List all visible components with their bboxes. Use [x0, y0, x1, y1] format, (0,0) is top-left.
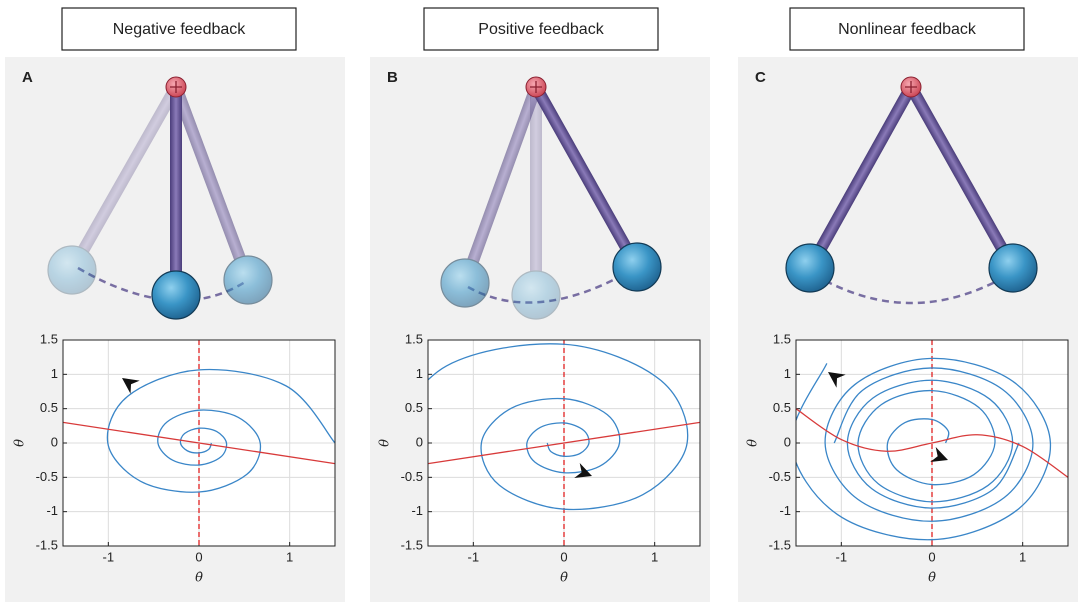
- pendulum-bob: [440, 258, 490, 308]
- pendulum-rod: [170, 84, 254, 283]
- x-tick-label: -1: [468, 549, 480, 564]
- y-tick-label: -0.5: [401, 469, 423, 484]
- pendulum-rod: [66, 84, 182, 273]
- y-tick-label: 1: [416, 366, 423, 381]
- x-tick-label: -1: [103, 549, 115, 564]
- y-tick-label: 1: [784, 366, 791, 381]
- x-axis-label: θ̇: [560, 571, 568, 586]
- y-tick-label: 1.5: [405, 331, 423, 346]
- y-tick-label: -0.5: [36, 469, 58, 484]
- pendulum-rod: [530, 84, 643, 270]
- pendulum-bob: [988, 243, 1038, 293]
- x-axis-label: θ̇: [195, 571, 203, 586]
- y-tick-label: 0: [51, 434, 58, 449]
- direction-arrow: [828, 372, 846, 388]
- y-axis-label: θ: [13, 439, 28, 447]
- trajectory: [796, 408, 1068, 478]
- pivot-cross: [530, 81, 542, 93]
- pivot-cross: [170, 81, 182, 93]
- panel-title: Positive feedback: [478, 21, 604, 38]
- plot-frame: [795, 339, 1069, 547]
- pendulum-rod: [459, 84, 542, 286]
- y-tick-label: -0.5: [769, 469, 791, 484]
- y-tick-label: -1.5: [401, 537, 423, 552]
- x-tick-label: 1: [1019, 549, 1026, 564]
- x-tick-label: 0: [928, 549, 935, 564]
- y-axis-label: θ: [378, 439, 393, 447]
- swing-arc: [814, 273, 1009, 305]
- x-tick-label: 0: [195, 549, 202, 564]
- y-tick-label: 0.5: [773, 400, 791, 415]
- pendulum: [511, 87, 561, 320]
- x-tick-label: 0: [560, 549, 567, 564]
- y-tick-label: 0.5: [40, 400, 58, 415]
- header-box: [61, 7, 297, 51]
- plot-marks: [63, 340, 335, 546]
- y-tick-label: 1: [51, 366, 58, 381]
- pendulum-bob: [612, 242, 662, 292]
- y-tick-label: -1: [779, 503, 791, 518]
- x-tick-label: -1: [836, 549, 848, 564]
- y-tick-label: -1.5: [769, 537, 791, 552]
- x-tick-label: 1: [286, 549, 293, 564]
- panel-title: Nonlinear feedback: [838, 21, 977, 38]
- pendulum: [47, 84, 182, 295]
- panel-label: A: [22, 69, 33, 86]
- panel-title: Negative feedback: [113, 21, 247, 38]
- pendulum: [530, 84, 662, 292]
- plot-marks: [796, 340, 1068, 546]
- pendulum-bob: [47, 245, 97, 295]
- pendulum: [785, 84, 917, 293]
- plot-frame: [62, 339, 336, 547]
- direction-arrow: [122, 378, 140, 394]
- pendulum-bob: [223, 255, 273, 305]
- trajectory: [846, 379, 1020, 509]
- trajectory: [428, 343, 689, 511]
- plot-marks: [428, 340, 700, 546]
- trajectory: [796, 357, 1052, 541]
- pendulum: [151, 87, 201, 320]
- panel-label: B: [387, 69, 398, 86]
- pendulum-rod: [530, 87, 542, 295]
- x-axis-label: θ̇: [928, 571, 936, 586]
- x-tick-label: 1: [651, 549, 658, 564]
- pivot-cross: [905, 81, 917, 93]
- pendulum-rod: [804, 84, 917, 271]
- direction-arrow: [930, 447, 948, 463]
- trajectory: [63, 421, 335, 465]
- y-axis-label: θ: [746, 439, 761, 447]
- y-tick-label: -1: [46, 503, 58, 518]
- pendulum: [905, 84, 1038, 293]
- pendulum: [440, 84, 542, 308]
- pendulum-bob: [151, 270, 201, 320]
- pendulum: [170, 84, 273, 305]
- y-tick-label: 0.5: [405, 400, 423, 415]
- pendulum-rod: [170, 87, 182, 295]
- trajectory: [428, 421, 700, 465]
- header-box: [423, 7, 659, 51]
- y-tick-label: -1: [411, 503, 423, 518]
- pendulum-bob: [785, 243, 835, 293]
- y-tick-label: 1.5: [773, 331, 791, 346]
- y-tick-label: 0: [416, 434, 423, 449]
- direction-arrow: [574, 463, 592, 479]
- y-tick-label: -1.5: [36, 537, 58, 552]
- pendulum-rod: [905, 84, 1019, 271]
- y-tick-label: 1.5: [40, 331, 58, 346]
- panel-label: C: [755, 69, 766, 86]
- y-tick-label: 0: [784, 434, 791, 449]
- header-box: [789, 7, 1025, 51]
- plot-frame: [427, 339, 701, 547]
- pendulum-bob: [511, 270, 561, 320]
